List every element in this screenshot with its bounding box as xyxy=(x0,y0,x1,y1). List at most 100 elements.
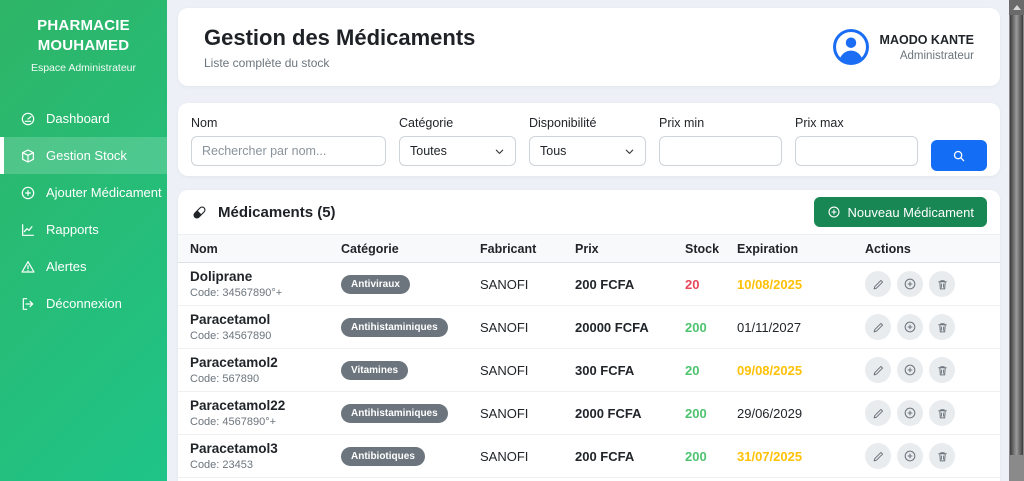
sidebar: PHARMACIE MOUHAMED Espace Administrateur… xyxy=(0,0,167,481)
manufacturer-cell: SANOFI xyxy=(480,362,529,378)
add-stock-button[interactable] xyxy=(897,400,923,426)
sidebar-item-label: Dashboard xyxy=(46,111,110,126)
category-select[interactable]: Toutes xyxy=(399,136,516,166)
pencil-icon xyxy=(873,322,883,332)
plus-circle-icon xyxy=(904,364,916,376)
sidebar-nav: Dashboard Gestion Stock Ajouter Médicame… xyxy=(0,100,167,322)
page-subtitle: Liste complète du stock xyxy=(204,55,330,70)
col-expiration: Expiration xyxy=(737,241,799,256)
medication-name: Paracetamol2 xyxy=(190,355,278,370)
price-min-input[interactable] xyxy=(659,136,782,166)
medication-code: Code: 34567890 xyxy=(190,330,272,342)
user-menu[interactable]: MAODO KANTE Administrateur xyxy=(832,28,974,66)
table-row: Paracetamol2 Code: 567890 Vitamines SANO… xyxy=(178,349,1000,392)
trash-icon-button[interactable] xyxy=(929,443,955,469)
table-row: Doliprane Code: 34567890°+ Antiviraux SA… xyxy=(178,263,1000,306)
stock-cell: 200 xyxy=(685,405,707,421)
medications-panel: Médicaments (5) Nouveau Médicament Nom C… xyxy=(178,190,1000,481)
plus-circle-icon xyxy=(828,206,840,218)
plus-circle-icon xyxy=(21,186,35,199)
pencil-icon xyxy=(873,408,883,418)
availability-select[interactable]: Tous xyxy=(529,136,646,166)
sidebar-item-deconnexion[interactable]: Déconnexion xyxy=(0,285,167,322)
price-cell: 20000 FCFA xyxy=(575,319,649,335)
sidebar-item-dashboard[interactable]: Dashboard xyxy=(0,100,167,137)
category-badge: Vitamines xyxy=(341,361,409,380)
stock-cell: 200 xyxy=(685,448,707,464)
col-categorie: Catégorie xyxy=(341,241,399,256)
sidebar-item-label: Ajouter Médicament xyxy=(46,185,162,200)
sidebar-item-gestion-stock[interactable]: Gestion Stock xyxy=(0,137,167,174)
sidebar-item-label: Gestion Stock xyxy=(46,148,127,163)
price-cell: 300 FCFA xyxy=(575,362,635,378)
expiration-cell: 10/08/2025 xyxy=(737,276,803,292)
manufacturer-cell: SANOFI xyxy=(480,319,529,335)
new-medication-button[interactable]: Nouveau Médicament xyxy=(813,197,987,227)
col-actions: Actions xyxy=(865,241,911,256)
pharmacy-name: PHARMACIE MOUHAMED xyxy=(37,17,130,54)
plus-circle-icon xyxy=(904,321,916,333)
page-header: Gestion des Médicaments Liste complète d… xyxy=(178,8,1000,86)
edit-button[interactable] xyxy=(865,400,891,426)
sidebar-item-label: Déconnexion xyxy=(46,296,122,311)
edit-button[interactable] xyxy=(865,443,891,469)
expiration-cell: 29/06/2029 xyxy=(737,405,803,421)
manufacturer-cell: SANOFI xyxy=(480,405,529,421)
edit-button[interactable] xyxy=(865,357,891,383)
col-nom: Nom xyxy=(190,241,218,256)
sidebar-item-ajouter-medicament[interactable]: Ajouter Médicament xyxy=(0,174,167,211)
trash-icon-button[interactable] xyxy=(929,314,955,340)
edit-button[interactable] xyxy=(865,271,891,297)
search-button[interactable] xyxy=(931,140,987,171)
expiration-cell: 09/08/2025 xyxy=(737,362,803,378)
chevron-down-icon xyxy=(495,149,504,154)
search-icon xyxy=(953,150,965,161)
category-badge: Antihistaminiques xyxy=(341,318,448,337)
chevron-down-icon xyxy=(625,149,634,154)
edit-button[interactable] xyxy=(865,314,891,340)
stock-cell: 20 xyxy=(685,276,700,292)
pill-icon xyxy=(193,205,206,219)
price-cell: 200 FCFA xyxy=(575,276,635,292)
add-stock-button[interactable] xyxy=(897,314,923,340)
search-input[interactable] xyxy=(191,136,386,166)
warning-icon xyxy=(21,260,35,273)
col-fabricant: Fabricant xyxy=(480,241,537,256)
expiration-cell: 31/07/2025 xyxy=(737,448,803,464)
avatar xyxy=(832,29,869,65)
table-row: Paracetamol Code: 34567890 Antihistamini… xyxy=(178,306,1000,349)
add-stock-button[interactable] xyxy=(897,357,923,383)
trash-icon-button[interactable] xyxy=(929,357,955,383)
trash-icon xyxy=(937,322,947,332)
manufacturer-cell: SANOFI xyxy=(480,276,529,292)
scroll-up-arrow-icon[interactable] xyxy=(1009,0,1024,15)
add-stock-button[interactable] xyxy=(897,271,923,297)
user-role: Administrateur xyxy=(899,49,974,62)
vertical-scrollbar[interactable] xyxy=(1009,0,1024,481)
scrollbar-thumb[interactable] xyxy=(1010,15,1023,455)
sidebar-item-rapports[interactable]: Rapports xyxy=(0,211,167,248)
medication-name: Doliprane xyxy=(190,269,253,284)
trash-icon xyxy=(937,279,947,289)
plus-circle-icon xyxy=(904,407,916,419)
chart-icon xyxy=(22,223,34,236)
medication-name: Paracetamol22 xyxy=(190,398,286,413)
category-badge: Antiviraux xyxy=(341,275,410,294)
main-content: Gestion des Médicaments Liste complète d… xyxy=(167,0,1009,481)
trash-icon xyxy=(937,451,947,461)
box-icon xyxy=(22,148,34,163)
trash-icon-button[interactable] xyxy=(929,271,955,297)
price-cell: 200 FCFA xyxy=(575,448,635,464)
price-max-input[interactable] xyxy=(795,136,918,166)
table-header-row: Nom Catégorie Fabricant Prix Stock Expir… xyxy=(178,235,1000,263)
col-stock: Stock xyxy=(685,241,720,256)
trash-icon-button[interactable] xyxy=(929,400,955,426)
sidebar-item-label: Alertes xyxy=(46,259,87,274)
medication-code: Code: 34567890°+ xyxy=(190,287,283,299)
add-stock-button[interactable] xyxy=(897,443,923,469)
trash-icon xyxy=(937,365,947,375)
sidebar-item-alertes[interactable]: Alertes xyxy=(0,248,167,285)
price-min-label: Prix min xyxy=(659,116,705,130)
col-prix: Prix xyxy=(575,241,599,256)
manufacturer-cell: SANOFI xyxy=(480,448,529,464)
